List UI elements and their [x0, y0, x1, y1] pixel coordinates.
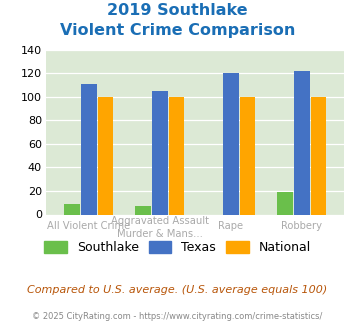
Text: © 2025 CityRating.com - https://www.cityrating.com/crime-statistics/: © 2025 CityRating.com - https://www.city… — [32, 312, 323, 321]
Bar — [98, 97, 113, 214]
Bar — [294, 71, 310, 215]
Bar — [169, 97, 184, 214]
Text: Compared to U.S. average. (U.S. average equals 100): Compared to U.S. average. (U.S. average … — [27, 285, 328, 295]
Text: Violent Crime Comparison: Violent Crime Comparison — [60, 23, 295, 38]
Text: Rape: Rape — [218, 221, 243, 231]
Bar — [64, 204, 80, 214]
Legend: Southlake, Texas, National: Southlake, Texas, National — [39, 236, 316, 259]
Bar — [311, 97, 326, 214]
Bar — [240, 97, 255, 214]
Bar — [81, 84, 97, 214]
Text: Robbery: Robbery — [281, 221, 322, 231]
Text: 2019 Southlake: 2019 Southlake — [107, 3, 248, 18]
Bar — [223, 73, 239, 215]
Text: All Violent Crime: All Violent Crime — [47, 221, 130, 231]
Text: Aggravated Assault: Aggravated Assault — [111, 216, 209, 226]
Bar — [152, 91, 168, 214]
Bar — [135, 206, 151, 214]
Text: Murder & Mans...: Murder & Mans... — [117, 229, 203, 239]
Bar — [277, 192, 293, 214]
